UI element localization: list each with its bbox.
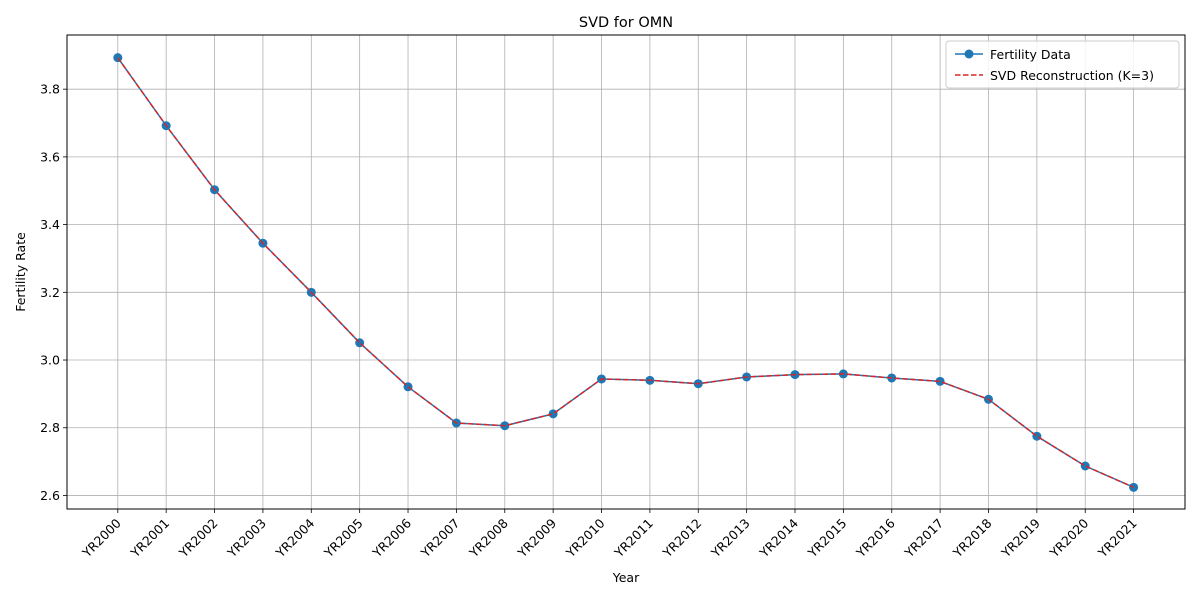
legend: Fertility Data SVD Reconstruction (K=3) [946, 41, 1179, 88]
x-tick-label: YR2005 [320, 516, 365, 561]
x-tick-label: YR2010 [562, 515, 607, 560]
x-tick-label: YR2021 [1094, 516, 1139, 561]
y-tick-label: 3.6 [40, 149, 60, 164]
y-tick-label: 2.8 [40, 420, 60, 435]
y-tick-label: 3.8 [40, 82, 60, 97]
x-tick-label: YR2014 [756, 515, 801, 560]
y-tick-label: 3.2 [40, 285, 60, 300]
data-point-fertility-data [1129, 483, 1138, 492]
x-tick-label: YR2012 [659, 516, 704, 561]
x-tick-label: YR2000 [79, 515, 124, 560]
legend-label-svd-reconstruction: SVD Reconstruction (K=3) [990, 68, 1154, 83]
x-tick-label: YR2006 [369, 515, 414, 560]
x-tick-label: YR2011 [611, 516, 656, 561]
x-tick-label: YR2002 [175, 516, 220, 561]
x-axis: YR2000 YR2001 YR2002 YR2003 YR2004 YR2005 YR20… [79, 509, 1140, 561]
x-tick-label: YR2013 [707, 516, 752, 561]
chart-title: SVD for OMN [579, 15, 673, 31]
y-axis: 2.6 2.8 3.0 3.2 3.4 3.6 3.8 [40, 82, 67, 503]
series-line-svd-reconstruction [118, 58, 1134, 488]
data-point-fertility-data [1081, 462, 1090, 471]
x-tick-label: YR2017 [901, 516, 946, 561]
legend-marker-fertility-data [965, 50, 974, 59]
legend-label-fertility-data: Fertility Data [990, 47, 1071, 62]
x-tick-label: YR2001 [127, 516, 172, 561]
series-layer [113, 53, 1138, 492]
x-tick-label: YR2018 [949, 515, 994, 560]
y-tick-label: 3.4 [40, 217, 60, 232]
x-tick-label: YR2015 [804, 516, 849, 561]
x-tick-label: YR2019 [998, 515, 1043, 560]
grid-lines [67, 35, 1185, 509]
y-tick-label: 2.6 [40, 488, 60, 503]
x-tick-label: YR2004 [272, 515, 317, 560]
x-tick-label: YR2003 [224, 516, 269, 561]
y-tick-label: 3.0 [40, 353, 60, 368]
x-tick-label: YR2016 [853, 515, 898, 560]
series-line-fertility-data [118, 58, 1134, 488]
y-axis-label: Fertility Rate [13, 232, 28, 312]
x-tick-label: YR2008 [466, 515, 511, 560]
plot-frame [67, 35, 1185, 509]
x-axis-label: Year [612, 570, 640, 585]
x-tick-label: YR2009 [514, 515, 559, 560]
x-tick-label: YR2020 [1046, 515, 1091, 560]
x-tick-label: YR2007 [417, 516, 462, 561]
